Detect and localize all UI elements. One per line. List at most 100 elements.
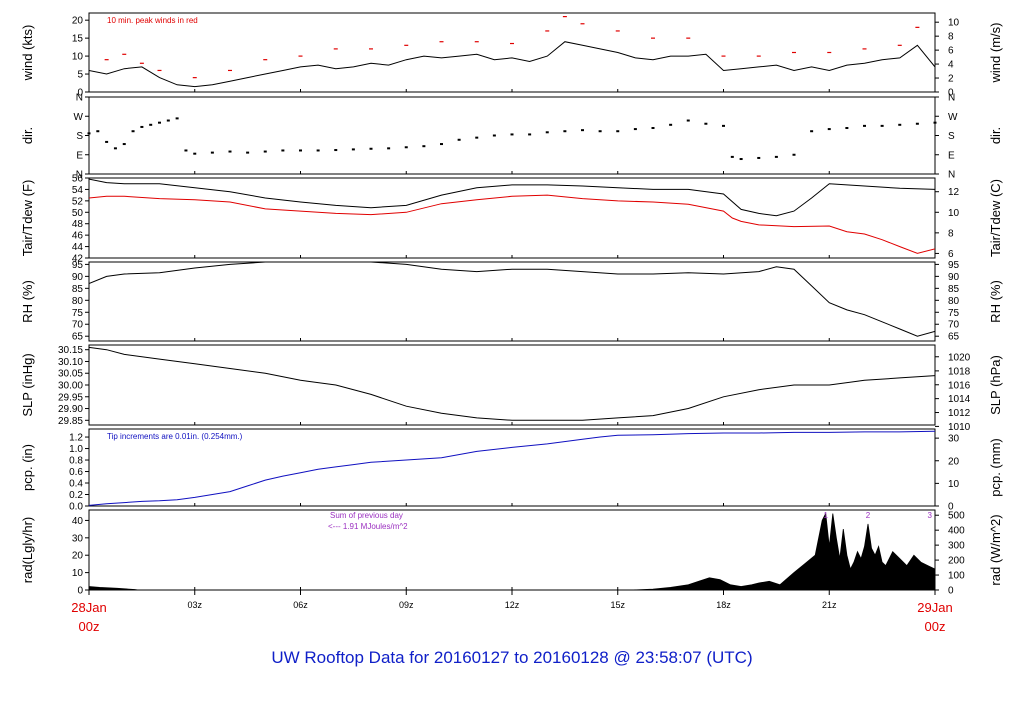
radiation-top-marker: 1 [823,511,828,520]
wind-ytick-right-label: 6 [948,46,954,57]
direction-point [122,143,126,146]
direction-point [87,132,91,135]
direction-point [669,123,673,126]
radiation-ytick-label: 20 [72,551,84,562]
temperature-ytick-label: 46 [72,231,84,242]
wind-ytick-label: 5 [77,70,83,81]
pressure-ytick-label: 30.00 [58,381,83,392]
wind-ytick-right-label: 10 [948,18,960,29]
direction-point [210,151,214,154]
temperature-ytick-label: 56 [72,174,84,185]
direction-point [351,148,355,151]
temperature-ytick-label: 50 [72,208,84,219]
temperature-ylabel-right: Tair/Tdew (C) [988,179,1003,257]
radiation-area [89,512,935,590]
direction-ytick-label: N [76,93,83,104]
radiation-ytick-label: 10 [72,568,84,579]
direction-ytick-right-label: N [948,93,955,104]
direction-ytick-label: N [76,170,83,181]
humidity-ytick-right-label: 75 [948,308,960,319]
humidity-ylabel: RH (%) [20,280,35,323]
direction-point [792,153,796,156]
panel-wind: 0 5 10 15 20 0 2 4 6 8 10 wind (kts) wind (m/s) 10 mi… [20,12,1003,99]
temperature-ytick-label: 54 [72,185,84,196]
direction-point [166,119,170,122]
direction-ytick-label: S [76,131,83,142]
humidity-ylabel-right: RH (%) [988,280,1003,323]
wind-ytick-right-label: 8 [948,32,954,43]
humidity-ytick-right-label: 90 [948,272,960,283]
radiation-ytick-right-label: 500 [948,511,965,522]
radiation-top-marker: 3 [927,511,932,520]
direction-point [774,155,778,158]
direction-point [598,130,602,133]
direction-point [263,150,267,153]
temperature-ytick-right-label: 10 [948,208,960,219]
direction-point [228,150,232,153]
direction-point [105,140,109,143]
radiation-ytick-right-label: 0 [948,586,954,597]
temperature-ytick-label: 44 [72,242,84,253]
direction-point [281,149,285,152]
direction-point [113,147,117,150]
x-axis-tick-label: 18z [716,600,731,610]
x-axis-start-date: 28Jan [71,600,106,615]
humidity-ytick-label: 75 [72,308,84,319]
direction-point [633,128,637,131]
precipitation-ytick-label: 0.8 [69,456,83,467]
pressure-ytick-right-label: 1018 [948,366,971,377]
radiation-top-marker: 2 [866,511,871,520]
wind-ytick-right-label: 2 [948,74,954,85]
radiation-ytick-right-label: 200 [948,556,965,567]
temperature-series-Tair [89,178,935,217]
direction-point [616,130,620,133]
direction-point [475,136,479,139]
humidity-ytick-label: 90 [72,272,84,283]
direction-point [722,124,725,127]
direction-point [369,147,373,150]
direction-point [915,122,919,125]
precipitation-series-line [89,430,935,506]
wind-ylabel: wind (kts) [20,25,35,82]
precipitation-ytick-label: 0.0 [69,502,83,513]
direction-point [149,123,153,126]
radiation-ylabel-right: rad (W/m^2) [988,514,1003,585]
pressure-ytick-label: 29.85 [58,416,83,427]
wind-ytick-label: 15 [72,34,84,45]
direction-point [422,145,426,148]
direction-point [334,149,338,152]
direction-ylabel: dir. [20,127,35,144]
direction-point [651,127,655,130]
direction-point [184,149,188,152]
humidity-series-line [89,262,935,337]
wind-ytick-label: 20 [72,16,84,27]
temperature-ytick-label: 42 [72,254,84,265]
direction-point [686,119,690,122]
direction-point [158,121,161,124]
pressure-ytick-label: 29.95 [58,392,83,403]
radiation-ytick-label: 0 [77,586,83,597]
radiation-annotation-line: <--- 1.91 MJoules/m^2 [328,522,408,531]
direction-point [457,138,461,141]
temperature-ytick-label: 48 [72,219,84,230]
direction-point [404,146,408,149]
humidity-ytick-right-label: 70 [948,320,960,331]
direction-point [730,155,734,158]
direction-point [757,156,761,159]
wind-ytick-label: 10 [72,52,84,63]
direction-point [387,147,391,150]
precipitation-ytick-label: 1.2 [69,433,83,444]
direction-point [845,127,849,130]
radiation-ytick-right-label: 400 [948,526,965,537]
radiation-ytick-label: 40 [72,516,84,527]
direction-point [492,134,496,137]
wind-ylabel-right: wind (m/s) [988,23,1003,84]
precipitation-ytick-label: 0.2 [69,490,83,501]
precipitation-ylabel-right: pcp. (mm) [988,438,1003,497]
precipitation-ylabel: pcp. (in) [20,444,35,491]
